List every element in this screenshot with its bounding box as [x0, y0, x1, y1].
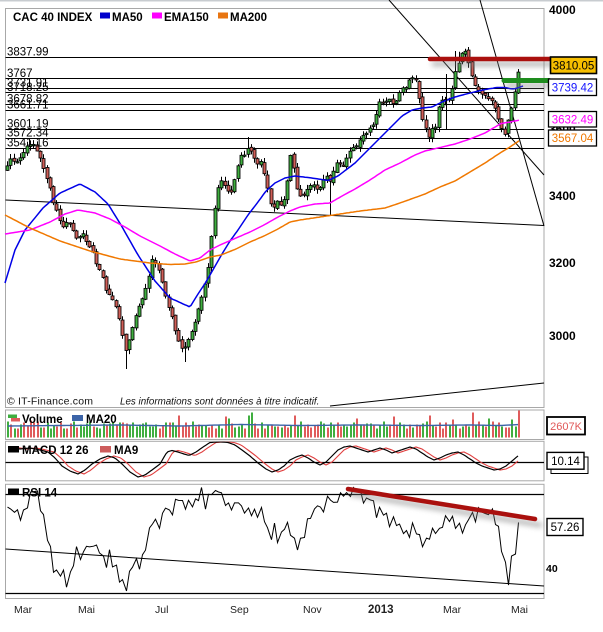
svg-text:2013: 2013: [368, 604, 394, 616]
svg-text:Jul: Jul: [155, 604, 168, 616]
svg-text:Mai: Mai: [511, 604, 528, 616]
svg-text:3567.04: 3567.04: [552, 133, 594, 145]
svg-text:Volume: Volume: [22, 414, 63, 426]
svg-text:3739.42: 3739.42: [552, 82, 594, 94]
svg-text:MA20: MA20: [86, 414, 117, 426]
svg-text:3541.16: 3541.16: [7, 138, 49, 150]
svg-text:MA50: MA50: [112, 12, 143, 24]
svg-text:3661.71: 3661.71: [7, 100, 49, 112]
svg-text:3572.34: 3572.34: [7, 128, 49, 140]
svg-text:MA9: MA9: [114, 445, 138, 457]
svg-text:3200: 3200: [549, 256, 576, 270]
svg-text:2607K: 2607K: [550, 421, 582, 433]
svg-text:© IT-Finance.com: © IT-Finance.com: [7, 396, 93, 408]
svg-text:10.14: 10.14: [551, 456, 580, 468]
svg-text:MA200: MA200: [230, 12, 267, 24]
svg-text:Mar: Mar: [443, 604, 462, 616]
svg-text:Sep: Sep: [230, 604, 249, 616]
svg-text:CAC 40 INDEX: CAC 40 INDEX: [13, 12, 93, 24]
svg-text:3718.25: 3718.25: [7, 82, 49, 94]
svg-text:4000: 4000: [549, 3, 576, 17]
svg-text:Les informations sont données: Les informations sont données à titre in…: [120, 397, 319, 408]
svg-text:3601.19: 3601.19: [7, 119, 49, 131]
svg-text:MACD 12 26: MACD 12 26: [22, 445, 88, 457]
svg-text:3837.99: 3837.99: [7, 47, 49, 59]
svg-text:EMA150: EMA150: [164, 12, 209, 24]
svg-text:Mar: Mar: [14, 604, 33, 616]
svg-text:3810.05: 3810.05: [553, 60, 595, 72]
svg-text:3767: 3767: [7, 68, 33, 80]
svg-text:Mai: Mai: [78, 604, 95, 616]
svg-text:3678.82: 3678.82: [7, 94, 49, 106]
svg-text:RSI 14: RSI 14: [22, 488, 58, 500]
svg-text:57.26: 57.26: [551, 522, 580, 534]
svg-text:3632.49: 3632.49: [552, 114, 594, 126]
svg-text:3400: 3400: [549, 189, 576, 203]
svg-text:3000: 3000: [549, 329, 576, 343]
svg-text:Nov: Nov: [303, 604, 322, 616]
svg-text:3731.91: 3731.91: [7, 78, 49, 90]
svg-text:40: 40: [546, 563, 558, 575]
